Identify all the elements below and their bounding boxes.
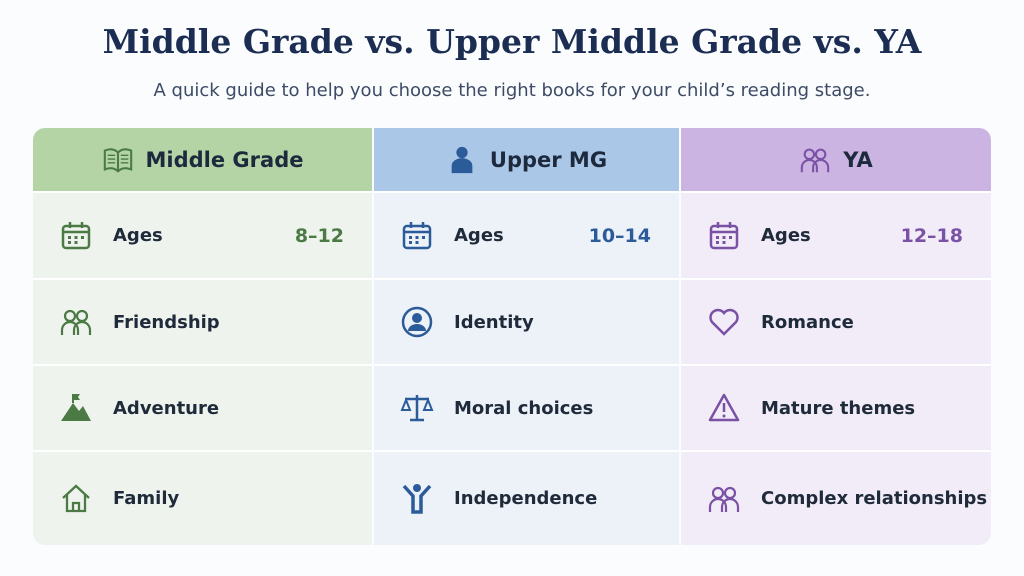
icon <box>451 146 473 173</box>
icon <box>708 486 740 512</box>
row-label: Moral choices <box>454 397 594 419</box>
icon <box>62 483 90 512</box>
column-title: YA <box>843 147 873 172</box>
icon <box>61 221 91 249</box>
row-label: Ages <box>113 225 163 246</box>
row-cell: Complex relationships <box>681 452 991 545</box>
icon <box>708 393 740 422</box>
row-cell: Moral choices <box>374 366 679 450</box>
comparison-table: Middle Grade Ages 8–12 Friendship Adventure F… <box>33 128 991 545</box>
row-cell: Independence <box>374 452 679 545</box>
row-label: Ages <box>761 225 811 246</box>
column-title: Upper MG <box>489 147 608 172</box>
icon <box>401 306 433 338</box>
row-cell: Friendship <box>33 280 372 364</box>
row-cell: Family <box>33 452 372 545</box>
column-header: Upper MG <box>374 128 679 191</box>
subtitle: A quick guide to help you choose the rig… <box>153 80 871 101</box>
icon <box>400 395 434 422</box>
column-title: Middle Grade <box>145 147 304 172</box>
row-label: Identity <box>454 311 534 333</box>
row-label: Adventure <box>113 397 220 419</box>
row-label: Ages <box>454 225 504 246</box>
row-label: Family <box>113 488 180 509</box>
icon <box>709 308 739 336</box>
icon <box>402 483 432 514</box>
icon <box>709 221 739 249</box>
row-cell: Mature themes <box>681 366 991 450</box>
row-cell: Ages 8–12 <box>33 193 372 278</box>
column: Middle Grade Ages 8–12 Friendship Adventure F… <box>33 128 372 545</box>
row-label: Independence <box>454 488 598 509</box>
row-cell: Ages 12–18 <box>681 193 991 278</box>
column-header: Middle Grade <box>33 128 372 191</box>
row-label: Complex relationships <box>761 488 988 509</box>
row-cell: Romance <box>681 280 991 364</box>
row-cell: Adventure <box>33 366 372 450</box>
row-value: 12–18 <box>900 224 963 247</box>
column-header: YA <box>681 128 991 191</box>
icon <box>103 147 132 173</box>
icon <box>801 148 830 172</box>
icon <box>402 221 432 249</box>
icon <box>61 394 91 421</box>
row-label: Friendship <box>113 311 220 333</box>
icon <box>60 309 92 335</box>
row-label: Romance <box>761 311 854 333</box>
row-cell: Identity <box>374 280 679 364</box>
row-value: 8–12 <box>294 224 344 247</box>
row-cell: Ages 10–14 <box>374 193 679 278</box>
row-label: Mature themes <box>761 397 916 419</box>
row-value: 10–14 <box>588 224 651 247</box>
title: Middle Grade vs. Upper Middle Grade vs. … <box>102 22 922 61</box>
column: YA Ages 12–18 Romance Mature themes Complex r… <box>681 128 991 545</box>
column: Upper MG Ages 10–14 Identity Moral choices In… <box>374 128 679 545</box>
